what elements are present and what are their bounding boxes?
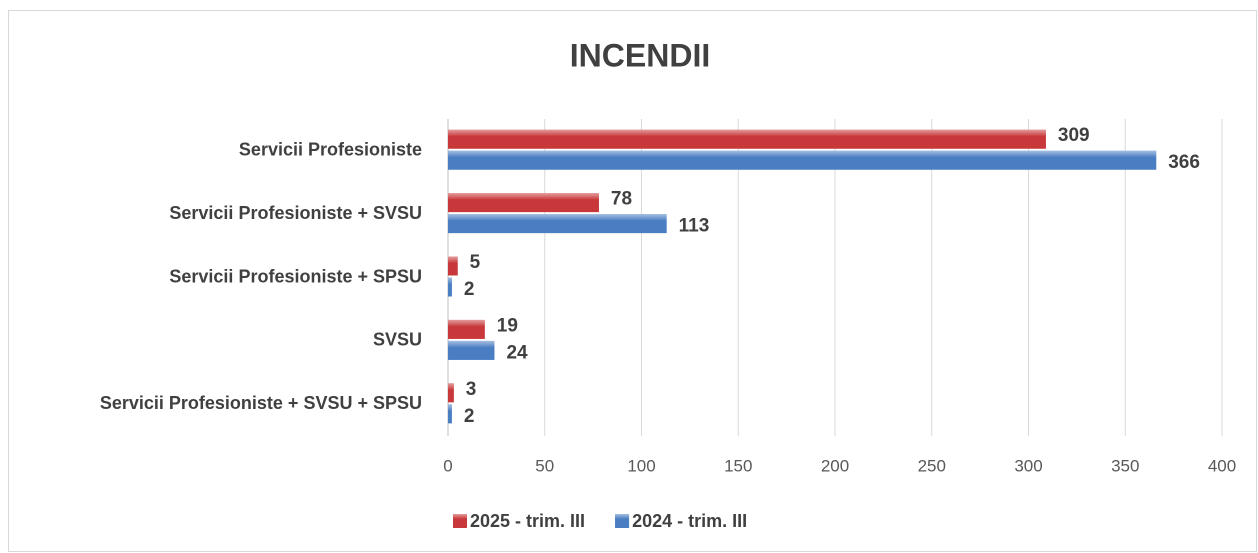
chart-frame bbox=[8, 10, 1257, 552]
data-label: 19 bbox=[497, 315, 518, 336]
data-label: 78 bbox=[611, 189, 632, 210]
bar-shine bbox=[448, 256, 458, 276]
x-tick-label: 150 bbox=[724, 456, 752, 475]
y-tick-label: Servicii Profesioniste + SVSU + SPSU bbox=[100, 393, 422, 413]
bar-group bbox=[448, 319, 485, 339]
data-label: 309 bbox=[1058, 125, 1090, 146]
data-label: 24 bbox=[506, 342, 528, 363]
x-tick-label: 0 bbox=[443, 456, 452, 475]
bar-shine bbox=[448, 340, 495, 360]
bar-group bbox=[448, 150, 1157, 170]
data-label: 3 bbox=[466, 379, 477, 400]
legend-label: 2025 - trim. III bbox=[470, 511, 585, 531]
x-tick-label: 100 bbox=[627, 456, 655, 475]
bar-shine bbox=[448, 277, 452, 297]
bar-group bbox=[448, 256, 458, 276]
data-label: 2 bbox=[464, 406, 475, 427]
bar-shine bbox=[448, 193, 599, 213]
legend-swatch-shine bbox=[453, 514, 467, 528]
bar-group bbox=[448, 129, 1046, 149]
bar-shine bbox=[448, 319, 485, 339]
x-tick-label: 50 bbox=[535, 456, 554, 475]
bar-group bbox=[448, 340, 495, 360]
data-label: 366 bbox=[1168, 152, 1200, 173]
bar-group bbox=[448, 277, 452, 297]
bar-shine bbox=[448, 150, 1157, 170]
x-tick-label: 200 bbox=[821, 456, 849, 475]
bar-group bbox=[448, 214, 667, 234]
y-tick-label: Servicii Profesioniste + SPSU bbox=[169, 266, 422, 286]
bar-shine bbox=[448, 383, 454, 403]
x-tick-label: 250 bbox=[918, 456, 946, 475]
bar-group bbox=[448, 193, 599, 213]
legend-label: 2024 - trim. III bbox=[632, 511, 747, 531]
bar-shine bbox=[448, 214, 667, 234]
x-tick-label: 300 bbox=[1014, 456, 1042, 475]
y-tick-label: Servicii Profesioniste + SVSU bbox=[169, 203, 422, 223]
bar-group bbox=[448, 404, 452, 424]
bar-group bbox=[448, 383, 454, 403]
x-tick-label: 400 bbox=[1208, 456, 1236, 475]
y-tick-label: Servicii Profesioniste bbox=[239, 139, 422, 159]
bar-shine bbox=[448, 129, 1046, 149]
data-label: 113 bbox=[679, 216, 710, 237]
data-label: 2 bbox=[464, 279, 475, 300]
x-tick-label: 350 bbox=[1111, 456, 1139, 475]
legend-swatch-shine bbox=[615, 514, 630, 528]
chart-title: INCENDII bbox=[570, 37, 710, 73]
data-label: 5 bbox=[470, 252, 481, 273]
y-tick-label: SVSU bbox=[373, 330, 422, 350]
bar-shine bbox=[448, 404, 452, 424]
